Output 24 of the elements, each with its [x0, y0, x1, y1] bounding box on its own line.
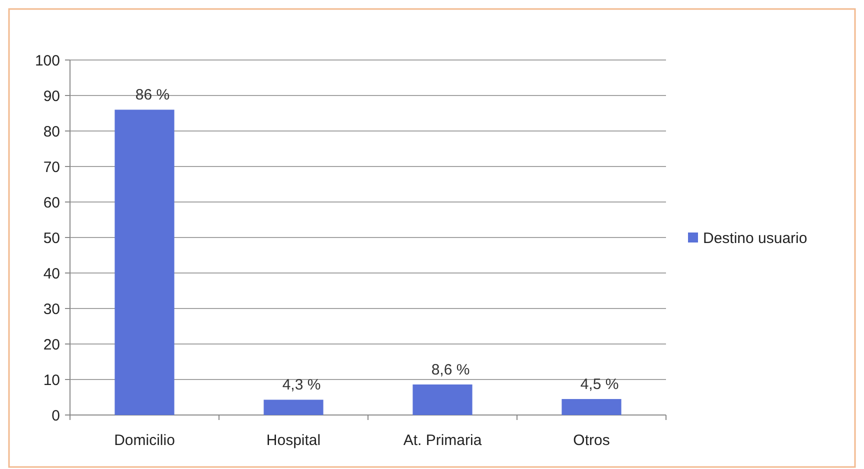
y-tick-label: 60 — [43, 194, 60, 212]
y-tick-label: 100 — [34, 52, 60, 70]
y-tick-label: 0 — [52, 407, 60, 424]
y-tick-label: 70 — [43, 158, 60, 176]
x-tick-label: Domicilio — [114, 432, 175, 449]
bar — [264, 400, 324, 415]
y-tick-label: 90 — [43, 88, 60, 105]
bar — [114, 110, 174, 415]
data-label: 4,3 % — [282, 376, 321, 394]
data-label: 86 % — [135, 86, 170, 104]
y-tick-label: 20 — [43, 336, 60, 354]
bar — [562, 399, 622, 415]
y-tick-label: 40 — [43, 265, 60, 282]
x-tick-label: Otros — [573, 432, 610, 449]
y-tick-label: 30 — [43, 300, 60, 318]
legend-label: Destino usuario — [703, 230, 808, 247]
y-tick-label: 80 — [43, 123, 60, 140]
bar — [412, 384, 472, 415]
y-tick-label: 10 — [43, 372, 60, 389]
data-label: 4,5 % — [580, 376, 619, 394]
y-tick-label: 50 — [43, 230, 60, 247]
x-tick-label: Hospital — [266, 432, 321, 449]
data-label: 8,6 % — [431, 361, 470, 378]
x-tick-label: At. Primaria — [403, 432, 482, 449]
